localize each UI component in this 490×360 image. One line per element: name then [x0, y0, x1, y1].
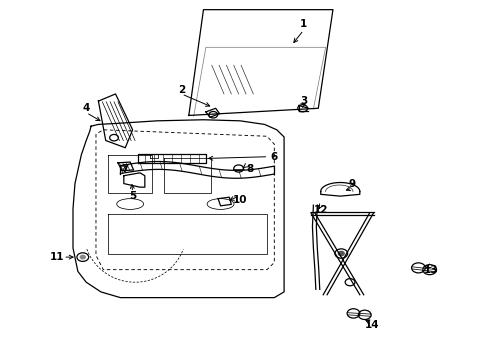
Circle shape [80, 255, 85, 259]
Text: 3: 3 [300, 96, 307, 106]
Text: 12: 12 [314, 206, 328, 216]
Text: 13: 13 [423, 265, 438, 275]
Text: 1: 1 [300, 19, 307, 29]
Text: 11: 11 [49, 252, 64, 262]
Text: 6: 6 [270, 152, 278, 162]
Text: 4: 4 [82, 103, 90, 113]
Text: 8: 8 [246, 164, 253, 174]
Text: 10: 10 [233, 195, 247, 205]
Text: 14: 14 [365, 320, 379, 330]
Text: 7: 7 [122, 164, 129, 174]
Text: 9: 9 [349, 179, 356, 189]
Text: 2: 2 [178, 85, 185, 95]
Circle shape [338, 251, 344, 256]
Text: 5: 5 [129, 191, 136, 201]
